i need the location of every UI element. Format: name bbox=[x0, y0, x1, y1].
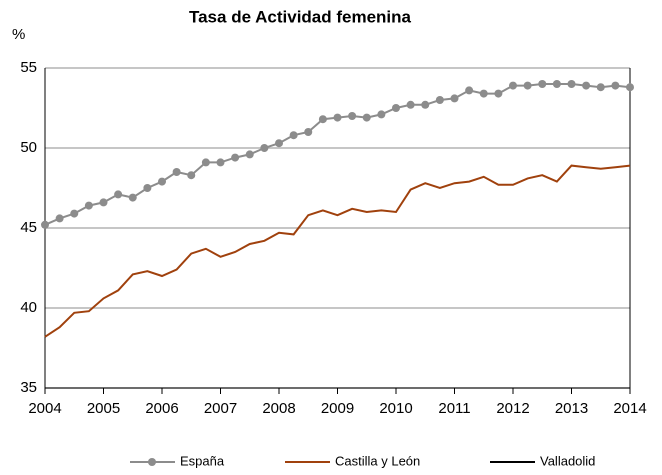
point bbox=[143, 184, 152, 192]
y-tick-label: 35 bbox=[20, 379, 37, 396]
point bbox=[260, 144, 269, 152]
series-line bbox=[44, 83, 631, 226]
point bbox=[465, 86, 474, 95]
x-tick-label: 2009 bbox=[321, 400, 354, 417]
point bbox=[84, 201, 93, 210]
x-tick-label: 2008 bbox=[262, 400, 295, 417]
point bbox=[172, 168, 181, 176]
point bbox=[187, 171, 196, 180]
x-tick-label: 2014 bbox=[613, 400, 646, 417]
point bbox=[128, 193, 137, 202]
point bbox=[99, 198, 108, 207]
point bbox=[201, 158, 210, 167]
y-tick-label: 55 bbox=[20, 59, 37, 76]
x-tick-label: 2006 bbox=[145, 400, 178, 417]
point bbox=[216, 158, 225, 167]
point bbox=[421, 100, 430, 109]
point bbox=[626, 83, 634, 92]
point bbox=[450, 94, 459, 103]
point bbox=[596, 83, 605, 92]
point bbox=[348, 112, 357, 120]
point bbox=[41, 220, 49, 229]
point bbox=[406, 100, 415, 109]
point bbox=[158, 177, 166, 186]
point bbox=[362, 113, 371, 122]
legend-marker bbox=[148, 458, 156, 466]
legend-label: España bbox=[180, 453, 225, 468]
x-tick-label: 2005 bbox=[87, 400, 120, 417]
legend-label: Castilla y León bbox=[335, 453, 420, 468]
point bbox=[479, 89, 488, 98]
y-tick-label: 40 bbox=[20, 299, 37, 316]
point bbox=[611, 81, 620, 90]
point bbox=[231, 153, 240, 162]
point bbox=[289, 131, 298, 140]
y-tick-label: 45 bbox=[20, 219, 37, 236]
point bbox=[333, 113, 342, 122]
y-tick-label: 50 bbox=[20, 139, 37, 156]
point bbox=[114, 190, 123, 199]
point bbox=[494, 89, 503, 98]
series-line bbox=[44, 164, 631, 338]
point bbox=[435, 96, 444, 104]
x-tick-label: 2013 bbox=[555, 400, 588, 417]
point bbox=[55, 214, 64, 223]
y-axis-label: % bbox=[12, 26, 25, 43]
point bbox=[567, 80, 576, 88]
x-tick-label: 2012 bbox=[496, 400, 529, 417]
legend-label: Valladolid bbox=[540, 453, 595, 468]
point bbox=[509, 81, 517, 90]
x-tick-label: 2011 bbox=[438, 400, 470, 417]
x-tick-label: 2007 bbox=[204, 400, 237, 417]
point bbox=[245, 150, 254, 159]
point bbox=[582, 81, 591, 90]
point bbox=[70, 209, 79, 218]
point bbox=[377, 110, 386, 119]
x-tick-label: 2004 bbox=[28, 400, 61, 417]
point bbox=[275, 139, 283, 148]
x-tick-label: 2010 bbox=[379, 400, 412, 417]
point bbox=[552, 80, 561, 88]
point bbox=[523, 81, 532, 90]
chart-title: Tasa de Actividad femenina bbox=[189, 7, 412, 26]
point bbox=[538, 80, 547, 88]
point bbox=[318, 115, 327, 124]
point bbox=[392, 104, 400, 112]
point bbox=[304, 128, 313, 136]
